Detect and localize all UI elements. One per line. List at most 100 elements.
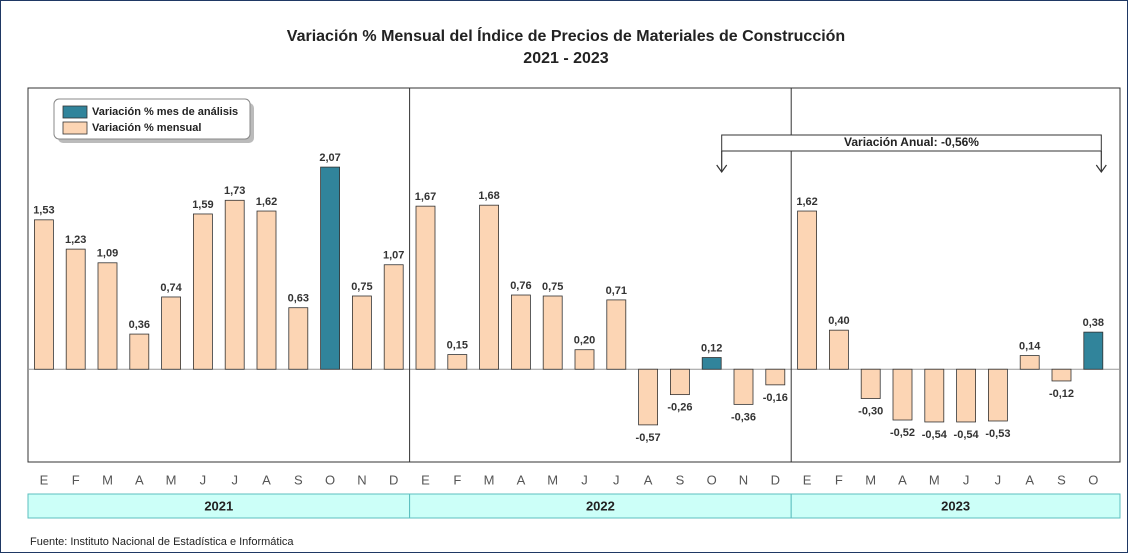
bar [97, 262, 118, 370]
value-label: 1,62 [796, 196, 817, 208]
value-label: 1,09 [97, 248, 118, 260]
x-tick-label: A [135, 472, 144, 487]
value-label: 1,73 [224, 185, 245, 197]
x-tick-label: M [547, 472, 558, 487]
bar [479, 204, 500, 370]
value-label: 0,20 [574, 335, 595, 347]
bar [161, 296, 182, 370]
bar [1083, 331, 1104, 370]
bar [1051, 368, 1072, 382]
value-label: 0,38 [1083, 317, 1104, 329]
bar [765, 368, 786, 386]
bar [606, 299, 627, 370]
bar [1019, 355, 1040, 370]
x-tick-label: N [739, 472, 748, 487]
value-label: 0,40 [828, 315, 849, 327]
value-label: 0,74 [160, 282, 182, 294]
value-label: 0,63 [288, 293, 309, 305]
bar [415, 205, 436, 370]
bar [701, 357, 722, 370]
x-tick-label: M [929, 472, 940, 487]
bar [574, 349, 595, 370]
bar [829, 329, 849, 370]
value-label: 0,71 [606, 285, 627, 297]
legend-swatch [62, 105, 88, 119]
x-tick-label: O [325, 472, 335, 487]
value-label: -0,36 [731, 411, 756, 423]
bar [224, 199, 245, 370]
value-label: -0,52 [890, 427, 915, 439]
bar [256, 210, 277, 370]
x-tick-label: M [484, 472, 495, 487]
x-tick-label: S [1057, 472, 1066, 487]
bar [192, 213, 213, 370]
legend-box [53, 98, 251, 140]
value-label: 0,36 [129, 319, 150, 331]
x-tick-label: E [421, 472, 430, 487]
bar [65, 248, 86, 370]
value-label: 1,07 [383, 250, 404, 262]
annotation: Variación Anual: -0,56% [844, 135, 979, 149]
bar [638, 368, 658, 426]
plot-area [27, 87, 1121, 463]
bar [383, 264, 404, 370]
bar [924, 368, 945, 423]
bar [988, 368, 1008, 422]
x-tick-label: A [517, 472, 526, 487]
x-tick-label: F [453, 472, 461, 487]
value-label: -0,54 [922, 429, 948, 441]
x-tick-label: A [262, 472, 271, 487]
year-band [790, 493, 1121, 519]
x-tick-label: N [357, 472, 366, 487]
x-tick-label: J [963, 472, 970, 487]
x-tick-label: A [898, 472, 907, 487]
value-label: 1,59 [192, 199, 213, 211]
value-label: 1,23 [65, 234, 86, 246]
x-tick-label: A [644, 472, 653, 487]
bar [860, 368, 881, 399]
x-tick-label: J [200, 472, 207, 487]
bar [288, 307, 309, 370]
legend-swatch [62, 121, 88, 135]
x-tick-label: A [1025, 472, 1034, 487]
value-label: 0,76 [510, 280, 531, 292]
year-band [409, 493, 792, 519]
x-tick-label: D [771, 472, 780, 487]
legend-label: Variación % mensual [92, 122, 201, 134]
x-tick-label: F [835, 472, 843, 487]
annotation-box [721, 134, 1102, 152]
x-tick-label: D [389, 472, 398, 487]
value-label: 1,68 [478, 190, 499, 202]
chart-subtitle: 2021 - 2023 [523, 50, 609, 67]
x-tick-label: J [581, 472, 588, 487]
x-tick-label: M [102, 472, 113, 487]
year-label: 2022 [586, 498, 615, 513]
bar [892, 368, 913, 421]
value-label: 0,12 [701, 342, 722, 354]
value-label: 1,62 [256, 196, 277, 208]
annotation-arrowhead [1095, 164, 1107, 174]
value-label: -0,16 [763, 392, 788, 404]
bar [542, 295, 563, 370]
value-label: 0,14 [1019, 340, 1041, 352]
chart-title: Variación % Mensual del Índice de Precio… [287, 26, 845, 45]
x-tick-label: O [707, 472, 717, 487]
value-label: 0,75 [542, 281, 563, 293]
x-tick-label: J [231, 472, 238, 487]
value-label: 0,15 [447, 339, 468, 351]
bar [797, 210, 817, 370]
x-tick-label: F [72, 472, 80, 487]
bar [733, 368, 754, 405]
bar [956, 368, 976, 423]
x-tick-label: E [803, 472, 812, 487]
bar [351, 295, 372, 370]
x-tick-label: J [613, 472, 620, 487]
value-label: -0,30 [858, 405, 883, 417]
x-tick-label: M [166, 472, 177, 487]
x-tick-label: O [1088, 472, 1098, 487]
value-label: -0,53 [985, 428, 1010, 440]
value-label: 1,67 [415, 191, 436, 203]
source: Fuente: Instituto Nacional de Estadístic… [30, 536, 294, 548]
